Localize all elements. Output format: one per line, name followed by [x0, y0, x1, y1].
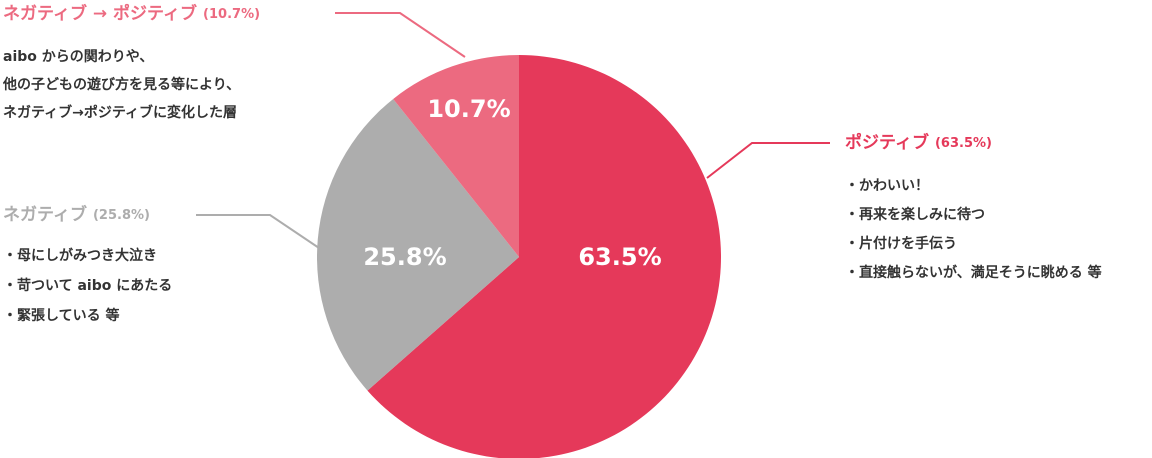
- annotation-line: ・苛ついて aibo にあたる: [3, 277, 172, 294]
- pie-slice: [393, 55, 519, 257]
- data-label: 25.8%: [363, 243, 446, 271]
- legend-share: (63.5%): [935, 136, 992, 151]
- annotation-line: ネガティブ→ポジティブに変化した層: [3, 104, 237, 121]
- legend-label: ポジティブ: [845, 132, 929, 153]
- pie-slice: [317, 98, 519, 391]
- leader-line: [196, 214, 323, 251]
- legend-label: ネガティブ → ポジティブ: [3, 3, 197, 24]
- data-label: 10.7%: [427, 95, 510, 123]
- legend-entry: ポジティブ (63.5%): [845, 132, 992, 153]
- pie-slice: [367, 55, 721, 458]
- legend-entry: ネガティブ (25.8%): [3, 204, 150, 225]
- data-label: 63.5%: [578, 243, 661, 271]
- annotation-line: ・母にしがみつき大泣き: [3, 247, 157, 264]
- annotation-line: ・直接触らないが、満足そうに眺める 等: [845, 264, 1102, 281]
- leader-line: [706, 142, 830, 179]
- legend-entry: ネガティブ → ポジティブ (10.7%): [3, 3, 260, 24]
- leader-line: [335, 12, 466, 58]
- annotation-line: ・かわいい！: [845, 178, 929, 194]
- legend-share: (10.7%): [203, 7, 260, 22]
- legend-label: ネガティブ: [3, 204, 87, 225]
- annotation-line: ・再来を楽しみに待つ: [845, 206, 985, 223]
- annotation-line: aibo からの関わりや、: [3, 49, 153, 65]
- annotation-line: 他の子どもの遊び方を見る等により、: [2, 76, 240, 93]
- annotation-line: ・片付けを手伝う: [845, 235, 957, 252]
- annotation-line: ・緊張している 等: [3, 307, 119, 324]
- legend-share: (25.8%): [93, 208, 150, 223]
